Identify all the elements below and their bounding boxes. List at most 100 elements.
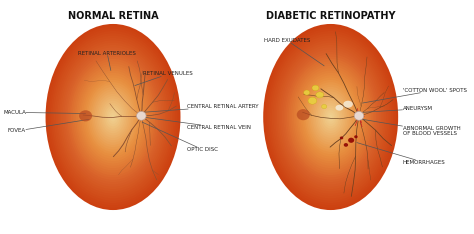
Ellipse shape [280,47,381,187]
Ellipse shape [314,94,347,140]
Ellipse shape [305,82,356,152]
Ellipse shape [336,105,343,111]
Text: ABNORMAL GROWTH
OF BLOOD VESSELS: ABNORMAL GROWTH OF BLOOD VESSELS [363,119,460,136]
Ellipse shape [293,66,368,168]
Ellipse shape [105,105,121,129]
Ellipse shape [316,92,324,98]
Ellipse shape [317,98,344,136]
Ellipse shape [64,50,162,184]
Ellipse shape [76,66,150,168]
Ellipse shape [272,36,390,198]
Ellipse shape [354,135,358,138]
Text: FOVEA: FOVEA [8,119,89,133]
Ellipse shape [278,45,383,189]
Ellipse shape [74,63,152,171]
Ellipse shape [94,91,132,143]
Text: HARD EXUDATES: HARD EXUDATES [264,38,324,66]
Text: NORMAL RETINA: NORMAL RETINA [68,11,158,21]
Ellipse shape [316,96,346,138]
Text: RETINAL VENULES: RETINAL VENULES [135,71,193,86]
Ellipse shape [93,89,133,145]
Ellipse shape [343,101,353,108]
Ellipse shape [268,31,393,203]
Ellipse shape [55,38,170,196]
Ellipse shape [91,87,135,147]
Ellipse shape [63,47,164,187]
Ellipse shape [137,111,146,120]
Ellipse shape [100,98,127,136]
Ellipse shape [79,110,92,121]
Ellipse shape [302,77,359,157]
Ellipse shape [67,54,159,180]
Ellipse shape [51,31,175,203]
Ellipse shape [78,68,148,166]
Ellipse shape [275,40,386,194]
Ellipse shape [322,105,339,129]
Ellipse shape [46,24,181,210]
Ellipse shape [109,112,117,122]
Ellipse shape [283,52,378,182]
Ellipse shape [61,45,165,189]
Ellipse shape [103,103,123,131]
Ellipse shape [328,112,334,122]
Ellipse shape [81,73,145,161]
Ellipse shape [289,59,373,175]
Text: CENTRAL RETINAL ARTERY: CENTRAL RETINAL ARTERY [142,104,258,112]
Text: MACULA: MACULA [3,110,86,115]
Text: CENTRAL RETINAL VEIN: CENTRAL RETINAL VEIN [142,117,251,130]
Ellipse shape [52,33,174,201]
Ellipse shape [310,89,351,145]
Ellipse shape [82,75,143,159]
Ellipse shape [101,101,125,133]
Ellipse shape [47,26,179,208]
Ellipse shape [344,143,348,147]
Text: RETINAL ARTERIOLES: RETINAL ARTERIOLES [78,51,136,70]
Ellipse shape [321,104,327,109]
Ellipse shape [88,82,138,152]
Ellipse shape [86,80,140,154]
Ellipse shape [69,57,157,177]
Text: 'COTTON WOOL' SPOTS: 'COTTON WOOL' SPOTS [363,88,466,103]
Ellipse shape [297,109,310,120]
Ellipse shape [304,90,310,95]
Ellipse shape [297,70,365,164]
Ellipse shape [329,115,332,119]
Ellipse shape [84,77,142,157]
Ellipse shape [309,87,353,147]
Ellipse shape [96,94,130,140]
Ellipse shape [57,40,169,194]
Ellipse shape [270,33,392,201]
Text: OPTIC DISC: OPTIC DISC [142,122,218,152]
Ellipse shape [308,97,317,104]
Ellipse shape [108,110,118,124]
Ellipse shape [348,138,354,143]
Ellipse shape [304,80,358,154]
Ellipse shape [266,29,395,205]
Ellipse shape [106,108,120,126]
Ellipse shape [287,57,374,177]
Ellipse shape [73,61,154,173]
Ellipse shape [292,63,369,171]
Ellipse shape [320,103,341,131]
Ellipse shape [90,84,137,150]
Text: ANEURYSM: ANEURYSM [363,106,432,112]
Ellipse shape [295,68,366,166]
Ellipse shape [263,24,398,210]
Ellipse shape [285,54,376,180]
Ellipse shape [326,110,336,124]
Ellipse shape [71,59,155,175]
Ellipse shape [54,36,172,198]
Ellipse shape [111,115,115,119]
Ellipse shape [79,70,147,164]
Ellipse shape [66,52,160,182]
Ellipse shape [312,91,349,143]
Text: DIABETIC RETINOPATHY: DIABETIC RETINOPATHY [266,11,395,21]
Ellipse shape [301,75,361,159]
Ellipse shape [354,111,364,120]
Text: HEMORRHAGES: HEMORRHAGES [357,143,445,165]
Ellipse shape [319,101,343,133]
Ellipse shape [265,26,396,208]
Ellipse shape [277,43,385,191]
Ellipse shape [59,43,167,191]
Ellipse shape [340,136,343,139]
